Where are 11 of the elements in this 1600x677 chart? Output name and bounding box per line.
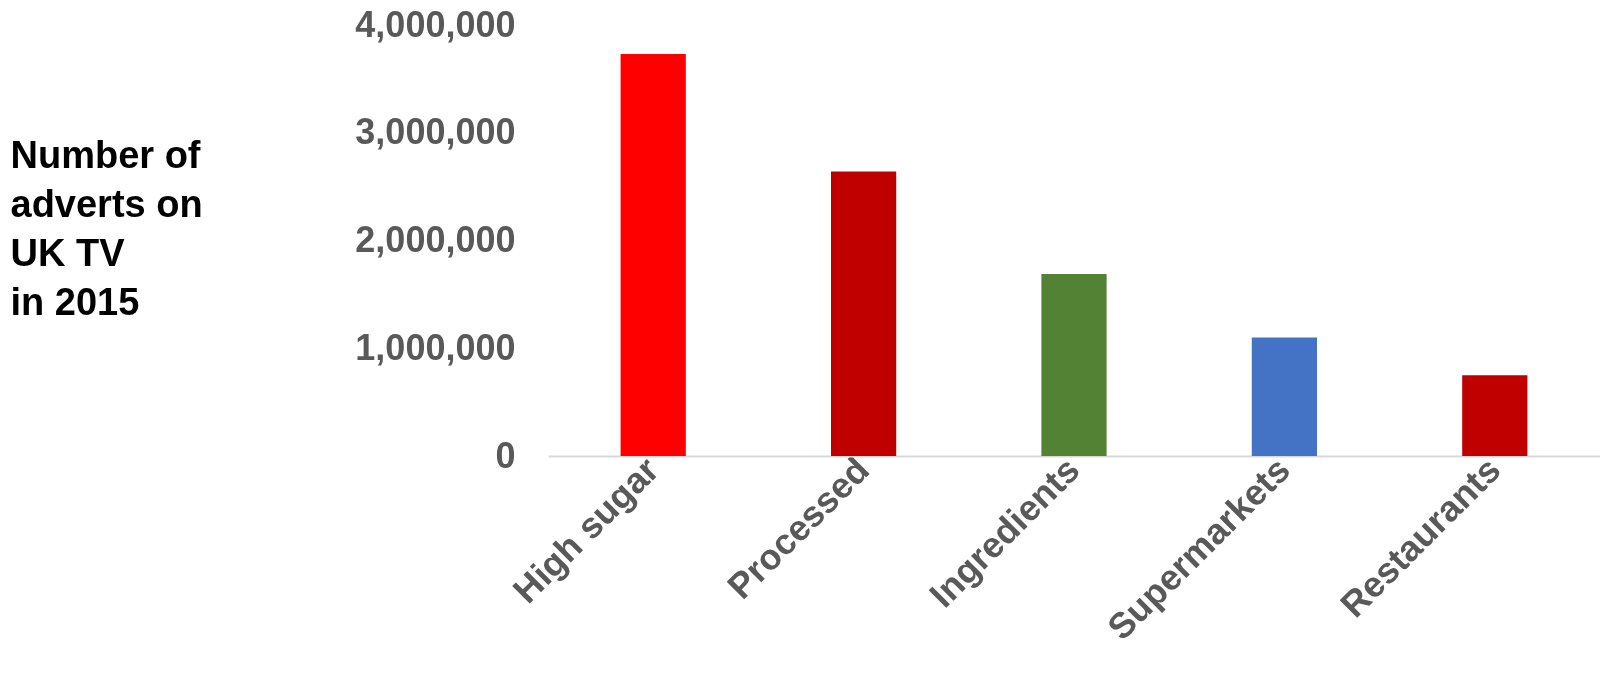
bar (620, 54, 686, 456)
y-tick-label: 3,000,000 (355, 111, 516, 153)
bar (830, 171, 897, 456)
bar (1462, 375, 1528, 456)
y-axis-title: Number of adverts on UK TV in 2015 (10, 133, 203, 323)
bar (1041, 273, 1107, 456)
y-tick-label: 1,000,000 (355, 326, 516, 368)
y-tick-label: 0 (495, 434, 516, 476)
y-tick-label: 4,000,000 (355, 3, 516, 45)
bar (1251, 337, 1318, 456)
y-tick-label: 2,000,000 (355, 219, 516, 260)
